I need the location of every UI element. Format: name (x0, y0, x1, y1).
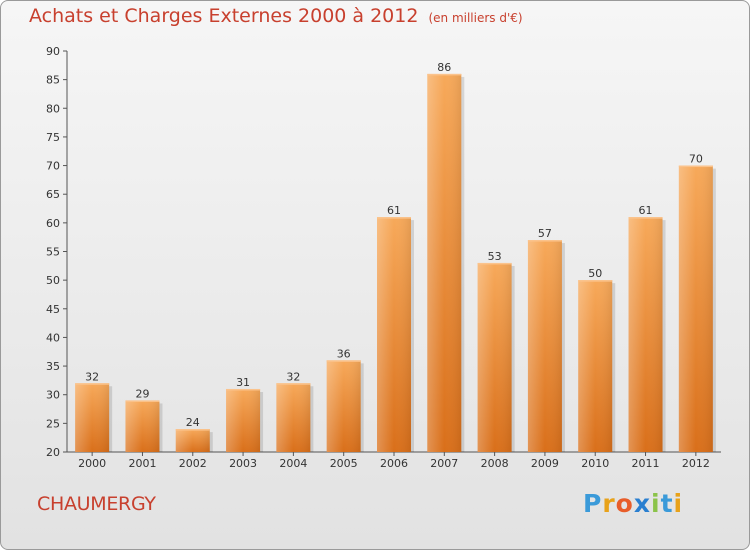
y-tick-label: 90 (46, 45, 60, 58)
bar-highlight (226, 388, 261, 452)
bar-top-edge (477, 262, 512, 265)
x-tick-label: 2009 (531, 457, 559, 470)
logo-letter: P (583, 489, 603, 518)
bar-highlight (527, 240, 562, 452)
bar-highlight (175, 429, 210, 452)
data-label: 31 (236, 376, 250, 389)
logo-letter: o (615, 489, 634, 518)
bar-highlight (326, 360, 361, 452)
y-tick-label: 85 (46, 74, 60, 87)
y-tick-label: 40 (46, 331, 60, 344)
bar-top-edge (628, 217, 663, 219)
x-tick-label: 2005 (330, 457, 358, 470)
y-tick-label: 80 (46, 102, 60, 115)
x-tick-label: 2001 (128, 457, 156, 470)
bar-top-edge (276, 383, 311, 385)
bar-top-edge (527, 240, 562, 242)
y-tick-label: 50 (46, 274, 60, 287)
x-tick-label: 2011 (632, 457, 660, 470)
logo-letter: i (673, 489, 684, 518)
data-label: 32 (85, 370, 99, 383)
bar-top-edge (678, 165, 713, 168)
data-label: 70 (689, 153, 703, 166)
data-label: 61 (387, 204, 401, 217)
x-tick-label: 2010 (581, 457, 609, 470)
x-tick-label: 2002 (179, 457, 207, 470)
y-tick-label: 30 (46, 389, 60, 402)
chart-subtitle: (en milliers d'€) (428, 11, 523, 25)
bar-top-edge (427, 73, 462, 76)
y-tick-label: 45 (46, 303, 60, 316)
data-label: 86 (437, 61, 451, 74)
data-label: 24 (186, 416, 200, 429)
y-tick-label: 35 (46, 360, 60, 373)
x-tick-label: 2008 (481, 457, 509, 470)
logo-letter: x (633, 489, 651, 518)
bar-highlight (477, 262, 512, 452)
y-tick-label: 75 (46, 131, 60, 144)
y-tick-label: 20 (46, 446, 60, 459)
logo-letter: r (602, 489, 616, 518)
logo-letter: i (651, 489, 661, 518)
bar-highlight (628, 217, 663, 452)
bar-highlight (578, 280, 613, 452)
data-label: 50 (588, 267, 602, 280)
bar-highlight (678, 165, 713, 453)
data-label: 61 (639, 204, 653, 217)
x-tick-label: 2000 (78, 457, 106, 470)
data-label: 32 (286, 370, 300, 383)
y-tick-label: 60 (46, 217, 60, 230)
y-tick-label: 70 (46, 160, 60, 173)
proxiti-logo: Proxiti (583, 489, 683, 518)
bar-top-edge (125, 400, 160, 402)
bar-top-edge (326, 360, 361, 362)
data-label: 29 (135, 387, 149, 400)
bar-top-edge (75, 383, 110, 385)
data-label: 57 (538, 227, 552, 240)
y-tick-label: 55 (46, 246, 60, 259)
data-label: 36 (337, 347, 351, 360)
x-tick-label: 2003 (229, 457, 257, 470)
x-tick-label: 2004 (279, 457, 307, 470)
logo-letter: t (660, 489, 674, 518)
bar-top-edge (175, 429, 210, 431)
bar-highlight (276, 383, 311, 452)
bar-highlight (125, 400, 160, 452)
bar-top-edge (226, 388, 261, 391)
x-tick-label: 2007 (430, 457, 458, 470)
place-name: CHAUMERGY (37, 493, 156, 515)
bar-highlight (75, 383, 110, 452)
y-tick-label: 65 (46, 188, 60, 201)
chart-title: Achats et Charges Externes 2000 à 2012 (e… (29, 5, 523, 27)
bar-highlight (377, 217, 411, 452)
bar-highlight (427, 73, 462, 453)
x-tick-label: 2006 (380, 457, 408, 470)
bar-top-edge (578, 280, 613, 282)
chart-title-text: Achats et Charges Externes 2000 à 2012 (29, 5, 419, 27)
bar-top-edge (377, 217, 411, 219)
y-tick-label: 25 (46, 417, 60, 430)
data-label: 53 (488, 250, 502, 263)
x-tick-label: 2012 (682, 457, 710, 470)
